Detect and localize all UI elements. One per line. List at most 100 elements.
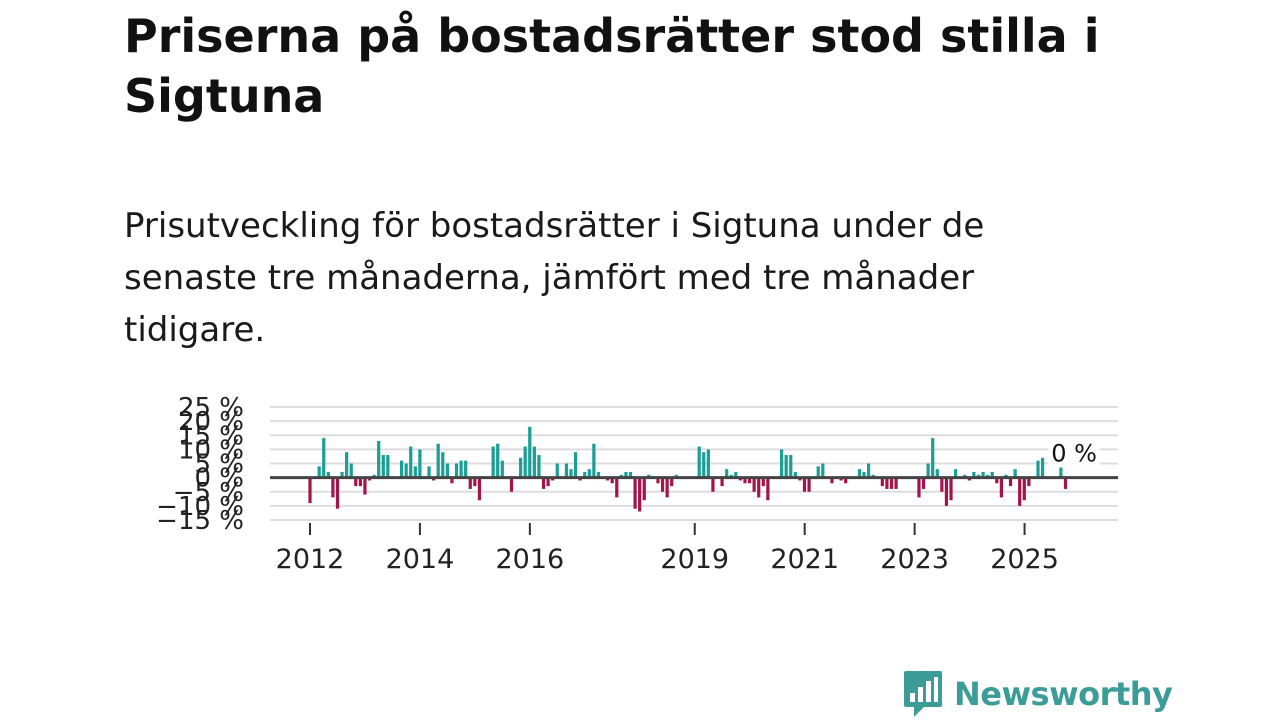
last-value-label: 0 % (1051, 440, 1097, 468)
bar (454, 463, 459, 478)
bar (857, 469, 862, 478)
y-tick-label: 0 % (194, 464, 244, 494)
bar (491, 446, 495, 478)
bar (935, 469, 939, 478)
y-tick-label: −5 % (173, 478, 244, 508)
bar (734, 471, 738, 478)
bar (308, 477, 312, 504)
bar (399, 460, 404, 478)
bar (807, 477, 811, 492)
bar (1018, 477, 1022, 506)
y-axis: −15 %−10 %−5 %0 %5 %10 %15 %20 %25 % (156, 393, 244, 536)
bar (331, 477, 335, 498)
bar (1013, 469, 1017, 478)
newsworthy-logo-icon (904, 671, 942, 717)
bar (528, 426, 532, 478)
x-axis: 2012 2014 2016 2019 2021 2023 2025 (276, 523, 1059, 575)
bar (624, 471, 628, 478)
bar (523, 446, 527, 478)
bar (752, 477, 756, 492)
annotations: 0 % (1048, 439, 1101, 468)
bar (1027, 477, 1031, 487)
x-tick-label: 2012 (276, 544, 345, 575)
bar (564, 463, 569, 478)
bar-series (308, 426, 1068, 512)
bar (780, 449, 784, 478)
x-tick-label: 2019 (660, 544, 729, 575)
bar (345, 452, 349, 478)
bar (633, 477, 637, 509)
bar (816, 466, 820, 478)
bar (761, 477, 765, 487)
bar (1040, 457, 1045, 478)
bar (427, 466, 431, 478)
bar (441, 452, 445, 478)
bar (953, 469, 958, 478)
bar (1022, 477, 1026, 501)
bar (789, 455, 793, 478)
bar (349, 463, 353, 478)
bar (477, 477, 482, 501)
bar (532, 446, 536, 478)
bar (500, 460, 504, 478)
last-value-label-bg (1048, 439, 1101, 468)
bar (569, 469, 573, 478)
bar (541, 477, 546, 489)
bar (949, 477, 953, 501)
bar (354, 477, 358, 487)
bar (363, 477, 367, 495)
bar (445, 463, 449, 478)
bar (473, 477, 477, 487)
bar (821, 463, 825, 478)
bar (610, 477, 614, 484)
bar (747, 477, 752, 484)
bar (711, 477, 715, 492)
bar (697, 446, 701, 478)
newsworthy-logo-text: Newsworthy (954, 675, 1173, 713)
bar (866, 463, 871, 478)
bar-chart: −15 %−10 %−5 %0 %5 %10 %15 %20 %25 % 201… (156, 393, 1118, 575)
bar (404, 463, 408, 478)
bar (830, 477, 834, 484)
grid-lines (270, 406, 1118, 521)
bar (793, 471, 797, 478)
bar (386, 455, 390, 478)
y-tick-label: 25 % (178, 393, 244, 423)
chart-title: Priserna på bostadsrätter stod stilla i … (124, 9, 1100, 123)
bar (628, 471, 633, 478)
chart-subtitle: Prisutveckling för bostadsrätter i Sigtu… (124, 206, 985, 350)
bar (743, 477, 747, 484)
bar (931, 438, 935, 478)
bar (519, 457, 523, 478)
y-tick-label: −15 % (156, 506, 244, 536)
bar (880, 477, 884, 487)
bar (995, 477, 999, 484)
bar (322, 438, 326, 478)
bar (413, 466, 417, 478)
bar (999, 477, 1003, 498)
bar (358, 477, 362, 487)
y-tick-label: 10 % (178, 435, 244, 465)
bar (917, 477, 921, 498)
bar (670, 477, 674, 487)
bar (660, 477, 665, 492)
bar (468, 477, 472, 489)
bar (418, 449, 422, 478)
y-tick-label: −10 % (156, 492, 244, 522)
bar (656, 477, 660, 484)
bar (981, 471, 985, 478)
y-tick-label: 20 % (178, 407, 244, 437)
bar (766, 477, 770, 501)
bar (464, 460, 468, 478)
bar (377, 440, 381, 478)
bar (450, 477, 454, 484)
newsworthy-logo[interactable]: Newsworthy (902, 670, 1173, 718)
bar (757, 477, 761, 498)
bar (1036, 460, 1040, 478)
bar (940, 477, 944, 492)
y-tick-label: 15 % (178, 421, 244, 451)
bar (583, 471, 587, 478)
bar (1063, 477, 1068, 489)
bar (317, 466, 321, 478)
bar (459, 460, 463, 478)
